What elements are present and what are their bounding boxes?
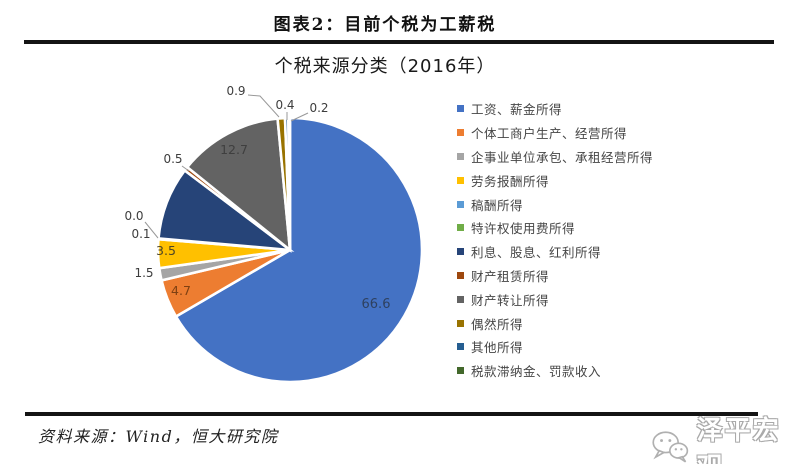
data-label: 0.2 xyxy=(309,101,328,115)
legend-item: 偶然所得 xyxy=(457,311,792,335)
footer-divider xyxy=(25,412,758,416)
pie-slice xyxy=(287,116,292,251)
data-label: 0.5 xyxy=(163,152,182,166)
legend-label: 劳务报酬所得 xyxy=(471,173,550,189)
legend-item: 特许权使用费所得 xyxy=(457,216,792,240)
label-leader-line xyxy=(247,94,280,118)
wechat-bubbles-icon xyxy=(652,431,689,463)
legend-label: 工资、薪金所得 xyxy=(471,102,563,118)
legend-marker xyxy=(457,271,464,279)
pie-chart: 66.6 4.7 1.53.5 0.1 0.0 0.5 12.7 0.9 0.4 0.2 xyxy=(124,84,424,384)
legend-item: 财产转让所得 xyxy=(457,287,792,311)
pie-slice xyxy=(174,116,424,384)
source-note: 资料来源：Wind，恒大研究院 xyxy=(38,427,279,446)
data-label: 12.7 xyxy=(220,142,248,157)
data-label: 0.4 xyxy=(275,98,294,112)
legend-item: 财产租赁所得 xyxy=(457,264,792,288)
legend-item: 其他所得 xyxy=(457,335,792,359)
legend-label: 个体工商户生产、经营所得 xyxy=(471,126,628,142)
legend-marker xyxy=(457,248,464,256)
legend-marker xyxy=(457,176,464,184)
legend-label: 特许权使用费所得 xyxy=(471,221,576,237)
legend-marker xyxy=(457,200,464,208)
legend-label: 财产转让所得 xyxy=(471,292,550,308)
legend-item: 税款滞纳金、罚款收入 xyxy=(457,359,792,383)
legend-label: 税款滞纳金、罚款收入 xyxy=(471,364,602,380)
data-label: 3.5 xyxy=(156,243,176,258)
pie-slice xyxy=(185,117,292,253)
legend-label: 偶然所得 xyxy=(471,316,524,332)
data-label: 0.9 xyxy=(226,84,245,98)
chart-legend: 工资、薪金所得个体工商户生产、经营所得企事业单位承包、承租经营所得 劳务报酬所得稿… xyxy=(457,97,792,383)
legend-label: 其他所得 xyxy=(471,340,524,356)
legend-item: 工资、薪金所得 xyxy=(457,97,792,121)
data-label: 4.7 xyxy=(171,283,191,298)
legend-marker xyxy=(457,295,464,303)
legend-label: 企事业单位承包、承租经营所得 xyxy=(471,149,654,165)
label-leader-line xyxy=(181,165,190,172)
legend-item: 利息、股息、红利所得 xyxy=(457,240,792,264)
brand-logo: 泽平宏观 xyxy=(650,410,800,464)
legend-marker xyxy=(457,105,464,113)
data-label: 0.1 xyxy=(131,227,150,241)
legend-marker xyxy=(457,152,464,160)
brand-logo-text: 泽平宏观 xyxy=(696,416,781,464)
legend-marker xyxy=(457,129,464,137)
data-label: 66.6 xyxy=(362,297,391,312)
legend-label: 财产租赁所得 xyxy=(471,268,550,284)
legend-marker xyxy=(457,319,464,327)
legend-label: 稿酬所得 xyxy=(471,197,524,213)
pie-chart-area: 66.6 4.7 1.5 3.5 0.1 0.0 0.5 12.7 0.9 0.4 0.2 xyxy=(110,80,470,415)
chart-title: 个税来源分类（2016年） xyxy=(274,56,496,77)
legend-marker xyxy=(457,367,464,375)
legend-item: 稿酬所得 xyxy=(457,192,792,216)
label-leader-line xyxy=(144,221,159,239)
legend-item: 个体工商户生产、经营所得 xyxy=(457,121,792,145)
label-leader-line xyxy=(290,112,309,122)
legend-marker xyxy=(457,224,464,232)
legend-item: 劳务报酬所得 xyxy=(457,168,792,192)
legend-item: 企事业单位承包、承租经营所得 xyxy=(457,145,792,169)
data-label: 0.0 xyxy=(124,209,143,223)
figure-title: 图表2：目前个税为工薪税 xyxy=(273,15,497,35)
data-label: 1.5 xyxy=(134,266,153,280)
legend-label: 利息、股息、红利所得 xyxy=(471,245,602,261)
title-divider xyxy=(24,40,774,44)
legend-marker xyxy=(457,343,464,351)
